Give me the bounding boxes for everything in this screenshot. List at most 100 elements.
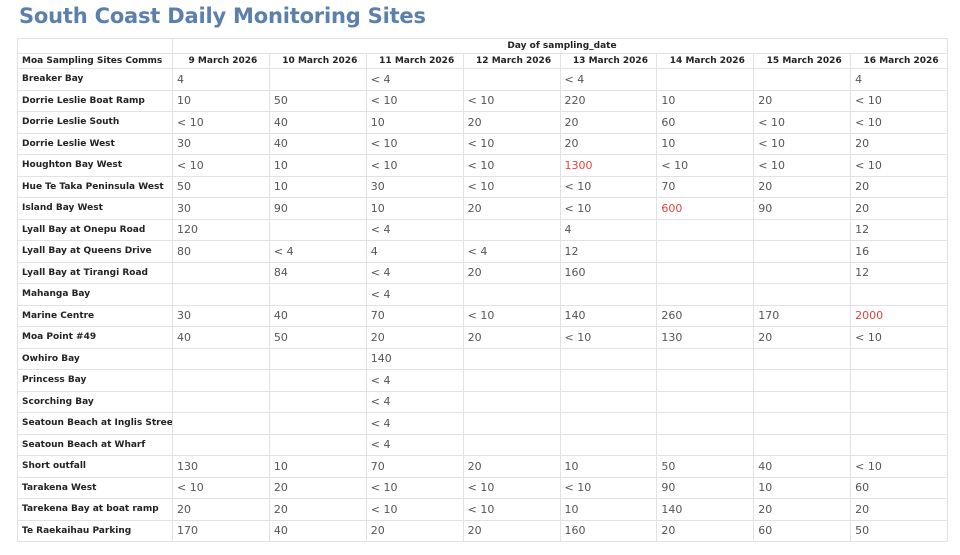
site-label: Short outfall bbox=[17, 455, 173, 478]
site-label: Hue Te Taka Peninsula West bbox=[17, 175, 173, 198]
value-cell: 50 bbox=[850, 519, 948, 542]
empty-cell bbox=[850, 412, 948, 435]
value-cell: 90 bbox=[656, 476, 755, 499]
site-label: Dorrie Leslie Boat Ramp bbox=[17, 89, 173, 112]
value-cell: < 10 bbox=[462, 498, 561, 521]
value-cell: < 10 bbox=[753, 154, 852, 177]
value-cell: < 10 bbox=[559, 476, 658, 499]
empty-cell bbox=[172, 261, 270, 284]
site-label: Moa Point #49 bbox=[17, 326, 173, 349]
empty-cell bbox=[462, 218, 561, 241]
value-cell: < 10 bbox=[753, 132, 852, 155]
value-cell: 4 bbox=[365, 240, 464, 263]
table-row: Lyall Bay at Tirangi Road 84 < 4 20 160 12 bbox=[17, 261, 948, 284]
value-cell: 170 bbox=[753, 304, 852, 327]
empty-cell bbox=[172, 390, 270, 413]
site-label: Houghton Bay West bbox=[17, 154, 173, 177]
value-cell: 70 bbox=[656, 175, 755, 198]
value-cell: < 4 bbox=[365, 283, 464, 306]
value-cell: < 4 bbox=[365, 412, 464, 435]
site-label: Lyall Bay at Onepu Road bbox=[17, 218, 173, 241]
table-row: Short outfall 130 10 70 20 10 50 40 < 10 bbox=[17, 455, 948, 478]
value-cell: < 4 bbox=[365, 261, 464, 284]
value-cell: 10 bbox=[753, 476, 852, 499]
site-label: Tarekena Bay at boat ramp bbox=[17, 498, 173, 521]
value-cell: 140 bbox=[559, 304, 658, 327]
value-cell: < 10 bbox=[462, 132, 561, 155]
value-cell: 12 bbox=[559, 240, 658, 263]
site-label: Te Raekaihau Parking bbox=[17, 519, 173, 542]
value-cell: 140 bbox=[656, 498, 755, 521]
site-label: Princess Bay bbox=[17, 369, 173, 392]
value-cell: 10 bbox=[268, 154, 367, 177]
value-cell: 20 bbox=[462, 326, 561, 349]
empty-cell bbox=[850, 390, 948, 413]
empty-cell bbox=[753, 240, 852, 263]
value-cell: < 10 bbox=[850, 326, 948, 349]
empty-cell bbox=[462, 68, 561, 91]
value-cell: 20 bbox=[850, 197, 948, 220]
table-row: Mahanga Bay < 4 bbox=[17, 283, 948, 306]
value-cell: < 10 bbox=[365, 154, 464, 177]
empty-cell bbox=[656, 68, 755, 91]
table-row: Island Bay West 30 90 10 20 < 10 600 90 20 bbox=[17, 197, 948, 220]
empty-cell bbox=[656, 412, 755, 435]
value-cell: 70 bbox=[365, 304, 464, 327]
value-cell: 20 bbox=[559, 111, 658, 134]
value-cell: 30 bbox=[172, 197, 270, 220]
value-cell: 20 bbox=[753, 175, 852, 198]
empty-cell bbox=[268, 283, 367, 306]
value-cell: 30 bbox=[172, 304, 270, 327]
table-row: Moa Point #49 40 50 20 20 < 10 130 20 < 10 bbox=[17, 326, 948, 349]
value-cell: 30 bbox=[172, 132, 270, 155]
value-cell: 130 bbox=[172, 455, 270, 478]
empty-cell bbox=[462, 347, 561, 370]
site-label: Lyall Bay at Queens Drive bbox=[17, 240, 173, 263]
table-row: Lyall Bay at Queens Drive 80 < 4 4 < 4 12 16 bbox=[17, 240, 948, 263]
value-cell: 50 bbox=[172, 175, 270, 198]
value-cell: 160 bbox=[559, 261, 658, 284]
value-cell: 40 bbox=[268, 132, 367, 155]
empty-cell bbox=[850, 283, 948, 306]
value-cell: < 10 bbox=[172, 111, 270, 134]
empty-cell bbox=[850, 433, 948, 456]
table-row: Lyall Bay at Onepu Road 120 < 4 4 12 bbox=[17, 218, 948, 241]
value-cell: 10 bbox=[172, 89, 270, 112]
value-cell: 4 bbox=[559, 218, 658, 241]
value-cell: 20 bbox=[850, 132, 948, 155]
value-cell: < 10 bbox=[365, 476, 464, 499]
value-cell: 2000 bbox=[850, 304, 948, 327]
value-cell: 20 bbox=[462, 261, 561, 284]
empty-cell bbox=[753, 433, 852, 456]
value-cell: < 10 bbox=[462, 175, 561, 198]
value-cell: 20 bbox=[462, 197, 561, 220]
value-cell: 10 bbox=[268, 175, 367, 198]
empty-cell bbox=[268, 68, 367, 91]
empty-cell bbox=[462, 412, 561, 435]
value-cell: 220 bbox=[559, 89, 658, 112]
empty-cell bbox=[656, 240, 755, 263]
empty-cell bbox=[559, 347, 658, 370]
site-label: Island Bay West bbox=[17, 197, 173, 220]
value-cell: 160 bbox=[559, 519, 658, 542]
value-cell: < 4 bbox=[365, 433, 464, 456]
value-cell: 40 bbox=[268, 304, 367, 327]
value-cell: 4 bbox=[850, 68, 948, 91]
value-cell: 1300 bbox=[559, 154, 658, 177]
site-label: Dorrie Leslie West bbox=[17, 132, 173, 155]
value-cell: 10 bbox=[365, 111, 464, 134]
value-cell: 60 bbox=[656, 111, 755, 134]
table-row: Dorrie Leslie Boat Ramp 10 50 < 10 < 10 220 10… bbox=[17, 89, 948, 112]
value-cell: 30 bbox=[365, 175, 464, 198]
table-row: Scorching Bay < 4 bbox=[17, 390, 948, 413]
empty-cell bbox=[268, 218, 367, 241]
site-label: Seatoun Beach at Inglis Street bbox=[17, 412, 173, 435]
table-row: Te Raekaihau Parking 170 40 20 20 160 20 60 50 bbox=[17, 519, 948, 542]
empty-cell bbox=[753, 369, 852, 392]
empty-cell bbox=[656, 283, 755, 306]
value-cell: 10 bbox=[559, 455, 658, 478]
header-row: Day of sampling_date bbox=[17, 38, 948, 54]
value-cell: 20 bbox=[365, 326, 464, 349]
empty-cell bbox=[656, 390, 755, 413]
